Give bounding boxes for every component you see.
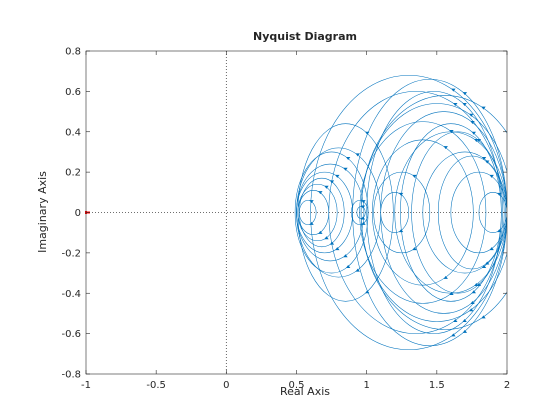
nyquist-loop (360, 103, 507, 322)
direction-arrow (412, 174, 417, 178)
y-tick-label: -0.4 (61, 289, 81, 300)
x-axis-ticks: -1 -0.5 0 0.5 1 1.5 2 (81, 51, 510, 391)
direction-arrow (481, 156, 487, 160)
direction-arrow (481, 106, 486, 110)
direction-arrow (360, 205, 366, 209)
direction-arrow (324, 185, 329, 189)
direction-arrow (481, 265, 487, 269)
direction-arrow (453, 319, 458, 323)
y-tick-label: -0.6 (61, 329, 81, 340)
y-axis-ticks: -0.8 -0.6 -0.4 -0.2 0 0.2 0.4 0.6 0.8 (61, 47, 507, 381)
y-tick-label: -0.8 (61, 370, 81, 381)
direction-arrow (345, 265, 351, 269)
direction-arrow (443, 275, 448, 279)
direction-arrow (462, 329, 468, 333)
nyquist-loop (372, 139, 474, 286)
direction-arrow (345, 156, 351, 160)
direction-arrow (412, 247, 417, 251)
y-tick-label: 0.6 (65, 87, 81, 98)
x-tick-label: 2 (504, 380, 510, 391)
direction-arrow (329, 241, 335, 245)
direction-arrow (497, 192, 502, 196)
x-axis-label: Real Axis (280, 385, 330, 398)
y-tick-label: 0.8 (65, 47, 81, 58)
y-axis-label: Imaginary Axis (36, 171, 49, 253)
direction-arrow (309, 200, 314, 204)
direction-arrow (451, 333, 456, 337)
chart-title: Nyquist Diagram (253, 30, 357, 43)
direction-arrow (481, 315, 486, 319)
x-tick-label: 1.5 (429, 380, 445, 391)
direction-arrow (462, 92, 468, 96)
direction-arrow (324, 236, 329, 240)
direction-arrow (469, 113, 474, 117)
direction-arrow (476, 283, 482, 287)
nyquist-loop (373, 171, 431, 254)
direction-arrow (449, 129, 454, 133)
direction-arrow (335, 247, 340, 251)
direction-arrow (355, 268, 360, 272)
nyquist-loop (299, 200, 317, 225)
direction-arrow (335, 174, 340, 178)
direction-arrow (489, 247, 494, 251)
direction-arrow (489, 174, 494, 178)
direction-arrow (343, 254, 348, 258)
nyquist-loop (478, 192, 507, 233)
direction-arrow (451, 88, 456, 92)
nyquist-loop (359, 121, 487, 304)
direction-arrow (360, 216, 366, 220)
x-tick-label: 0.5 (289, 380, 305, 391)
direction-arrow (355, 153, 360, 157)
direction-arrow (462, 102, 467, 106)
direction-arrow (469, 308, 474, 312)
direction-arrow (462, 319, 467, 323)
direction-arrow (453, 102, 458, 106)
x-tick-label: -1 (81, 380, 91, 391)
direction-arrow (476, 138, 482, 142)
direction-arrow (485, 160, 490, 164)
direction-arrow (361, 221, 366, 225)
y-tick-label: -0.2 (61, 248, 81, 259)
x-tick-label: 1 (363, 380, 369, 391)
y-tick-label: 0.4 (65, 127, 81, 138)
direction-arrow (318, 230, 323, 234)
direction-arrow (449, 292, 454, 296)
y-tick-label: 0 (75, 208, 81, 219)
x-tick-label: -0.5 (146, 380, 166, 391)
direction-arrow (365, 290, 370, 294)
nyquist-loop (296, 147, 381, 278)
nyquist-loop (356, 206, 366, 219)
y-tick-label: 0.2 (65, 168, 81, 179)
direction-arrow (485, 261, 490, 265)
direction-arrow (361, 200, 366, 204)
direction-arrow (365, 131, 370, 135)
nyquist-loop (350, 200, 369, 225)
direction-arrow (309, 221, 314, 225)
x-tick-label: 0 (223, 380, 229, 391)
nyquist-loop (297, 123, 394, 302)
nyquist-loop (366, 91, 502, 334)
direction-arrow (318, 191, 323, 195)
direction-arrow (329, 180, 335, 184)
direction-arrow (343, 167, 348, 171)
direction-arrow (471, 131, 477, 135)
direction-arrow (443, 146, 448, 150)
direction-arrow (497, 229, 502, 233)
direction-arrow (471, 290, 477, 294)
